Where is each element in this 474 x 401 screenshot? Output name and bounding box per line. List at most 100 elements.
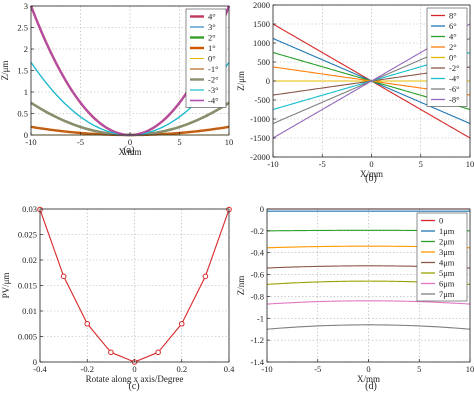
panel-label: (d) <box>365 381 377 392</box>
y-tick-label: -0.8 <box>251 291 264 301</box>
x-axis-label: X/mm <box>118 147 141 157</box>
y-tick-label: -0.2 <box>251 226 264 236</box>
legend-label: 8° <box>449 11 457 21</box>
y-tick-label: -2000 <box>250 152 270 162</box>
data-point <box>178 320 185 327</box>
legend-label: 4μm <box>439 258 455 268</box>
x-tick-label: 0 <box>128 137 132 147</box>
legend: 8°6°4°2°0°-2°-4°-6°-8° <box>426 7 468 107</box>
legend-label: 4° <box>208 12 216 22</box>
x-tick-label: 5 <box>419 159 423 169</box>
panel-label: (b) <box>365 173 377 184</box>
panel-label: (a) <box>123 145 134 156</box>
y-tick-label: 0 <box>33 357 37 367</box>
y-axis-label: Z/nm <box>236 276 246 296</box>
x-tick-label: 10 <box>466 364 474 374</box>
y-tick-label: -1 <box>257 313 264 323</box>
y-axis-label: Z/μm <box>0 61 10 81</box>
y-tick-label: 1500 <box>253 19 270 29</box>
legend-label: -3° <box>208 85 218 95</box>
x-axis-label: X/mm <box>360 169 383 179</box>
series-line <box>266 300 471 305</box>
y-tick-label: 0.03 <box>22 204 37 214</box>
x-tick-label: -0.2 <box>81 364 94 374</box>
legend-label: -4° <box>449 74 459 84</box>
x-tick-label: 0 <box>132 364 136 374</box>
y-tick-label: 0 <box>260 204 264 214</box>
y-tick-label: 3 <box>24 1 28 11</box>
legend-label: 6° <box>449 21 457 31</box>
chart-panel-4: -10 -5 0 5 10-1.4-1.2-1-0.8-0.6-0.4-0.20X/mm… <box>236 204 474 392</box>
y-tick-label: 2.5 <box>17 23 28 33</box>
legend-label: 3° <box>208 22 216 32</box>
y-axis-label: Z/μm <box>236 71 246 91</box>
x-tick-label: -5 <box>77 137 84 147</box>
y-tick-label: 0.01 <box>22 306 37 316</box>
x-tick-label: 5 <box>177 137 181 147</box>
x-axis-label: X/mm <box>357 374 380 384</box>
legend-label: 6μm <box>439 279 455 289</box>
x-tick-label: -10 <box>267 159 278 169</box>
y-tick-label: 0.015 <box>18 281 37 291</box>
x-tick-label: -10 <box>25 137 36 147</box>
y-tick-label: 1.5 <box>17 66 28 76</box>
y-tick-label: 500 <box>257 57 270 67</box>
legend-label: 4° <box>449 32 457 42</box>
legend-label: -2° <box>208 75 218 85</box>
legend-label: -6° <box>449 84 459 94</box>
chart-panel-1: -10 -5 0 5 10 0 0.5 1 1.5 2 2.5 3 X/mm Z/μm 4°3°2°1°0°… <box>0 1 233 157</box>
y-tick-label: 0.005 <box>18 332 37 342</box>
legend-label: 5μm <box>439 268 455 278</box>
legend-label: -2° <box>449 63 459 73</box>
legend-label: 2μm <box>439 237 455 247</box>
legend-label: -4° <box>208 96 218 106</box>
data-point <box>60 273 67 280</box>
legend: 4°3°2°1°0°-1°-2°-3°-4° <box>185 8 227 108</box>
legend-label: 2° <box>208 33 216 43</box>
legend-label: 7μm <box>439 289 455 299</box>
panel-label: (c) <box>128 381 139 392</box>
legend-label: 0° <box>449 53 457 63</box>
x-tick-label: 0 <box>366 364 370 374</box>
data-point <box>202 273 209 280</box>
x-tick-label: -10 <box>261 364 272 374</box>
y-tick-label: -1.4 <box>251 357 265 367</box>
data-point <box>108 349 114 356</box>
chart-panel-2: -10 -5 0 5 10 -2000 -1500 -1000 -500 0 500 1000 1500… <box>236 0 474 184</box>
y-tick-label: -1.2 <box>251 335 264 345</box>
y-tick-label: 2 <box>24 44 28 54</box>
x-tick-label: 0.2 <box>176 364 187 374</box>
chart-panel-3: -0.4 -0.2 0 0.2 0.4 0 0.005 0.01 0.015 0.02 0.025 0… <box>1 204 235 392</box>
x-tick-label: -5 <box>319 159 326 169</box>
legend-label: -1° <box>208 64 218 74</box>
legend-label: 1μm <box>439 226 455 236</box>
x-tick-label: -0.4 <box>33 364 47 374</box>
x-axis-label: Rotate along x axis/Degree <box>86 374 184 384</box>
legend-label: 0° <box>208 54 216 64</box>
y-tick-label: 1 <box>24 87 28 97</box>
y-tick-label: 0.02 <box>22 255 37 265</box>
x-tick-label: 5 <box>417 364 421 374</box>
y-tick-label: -1000 <box>250 114 270 124</box>
x-tick-label: 0.4 <box>224 364 235 374</box>
y-tick-label: 1000 <box>253 38 270 48</box>
y-tick-label: -500 <box>254 95 270 105</box>
x-tick-label: 10 <box>225 137 234 147</box>
x-tick-label: 10 <box>466 159 474 169</box>
y-tick-label: 0.025 <box>18 230 37 240</box>
series-line <box>266 324 471 330</box>
y-tick-label: -1500 <box>250 133 270 143</box>
y-tick-label: 0 <box>266 76 270 86</box>
legend-label: 0 <box>439 216 443 226</box>
legend-label: 1° <box>208 43 216 53</box>
data-point <box>84 320 91 327</box>
y-tick-label: 2000 <box>253 0 270 10</box>
data-point <box>155 349 161 356</box>
y-tick-label: -0.4 <box>251 248 265 258</box>
legend-label: 3μm <box>439 247 455 257</box>
x-tick-label: -5 <box>314 364 321 374</box>
y-axis-label: PV/μm <box>1 273 11 299</box>
y-tick-label: 0.5 <box>17 109 28 119</box>
y-tick-label: -0.6 <box>251 270 264 280</box>
